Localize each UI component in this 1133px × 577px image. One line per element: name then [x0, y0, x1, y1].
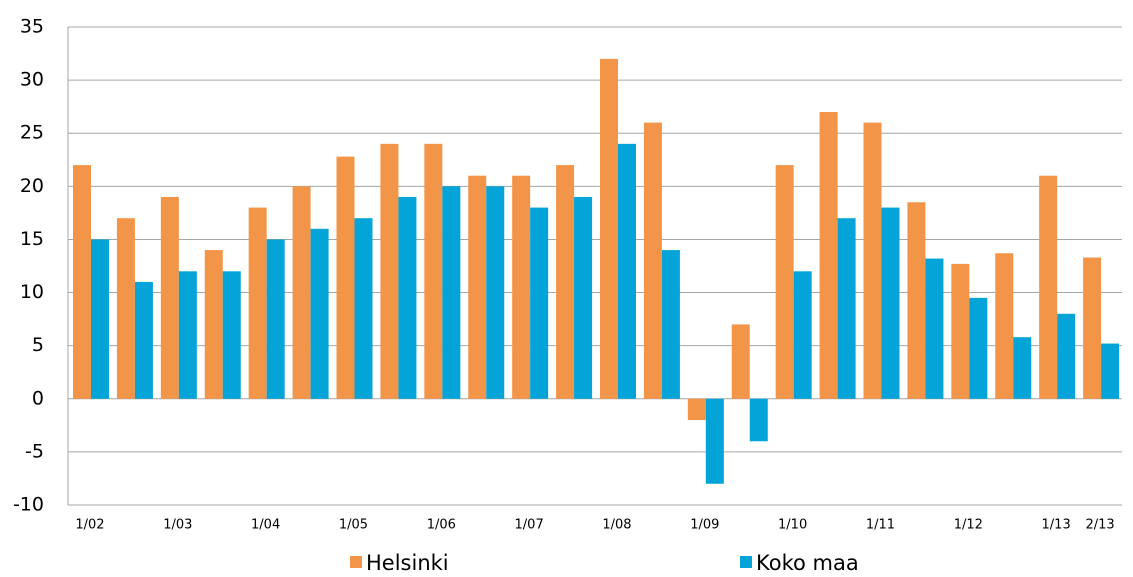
bar: [1039, 175, 1058, 399]
y-tick-label: 10: [20, 281, 44, 303]
y-tick-label: 25: [20, 122, 44, 144]
x-tick-label: 1/02: [75, 518, 104, 533]
bar: [687, 398, 706, 421]
bar: [600, 58, 618, 399]
x-tick-label: 1/03: [163, 518, 192, 533]
bar: [310, 228, 329, 399]
x-tick-label: 1/04: [251, 518, 280, 533]
x-tick-label: 2/13: [1085, 518, 1114, 533]
bar: [266, 239, 285, 399]
bar: [618, 143, 636, 399]
bar: [336, 156, 355, 399]
bar: [951, 263, 970, 399]
bar: [574, 196, 593, 399]
y-tick-label: -10: [13, 494, 44, 516]
bar: [907, 202, 926, 399]
bar: [73, 165, 91, 399]
bar: [556, 165, 575, 399]
bar: [1083, 257, 1102, 399]
x-tick-label: 1/13: [1042, 518, 1071, 533]
bar: [160, 196, 179, 399]
bar: [969, 297, 988, 399]
bar: [292, 186, 311, 399]
bar: [248, 207, 267, 399]
x-tick-label: 1/05: [339, 518, 368, 533]
bar: [222, 271, 241, 399]
x-tick-label: 1/09: [690, 518, 719, 533]
bar: [819, 111, 838, 399]
y-tick-label: 20: [20, 175, 44, 197]
bar: [398, 196, 417, 399]
x-tick-label: 1/12: [954, 518, 983, 533]
bar: [424, 143, 443, 399]
bar: [134, 281, 153, 399]
legend-label: Helsinki: [366, 551, 449, 573]
y-tick-label: 15: [20, 228, 44, 250]
bar: [749, 398, 768, 442]
bar: [925, 258, 944, 399]
y-tick-label: 0: [32, 387, 44, 409]
bar: [380, 143, 399, 399]
x-tick-label: 1/10: [778, 518, 807, 533]
legend-label: Koko maa: [756, 551, 859, 573]
bar: [486, 186, 505, 399]
bar: [643, 122, 662, 399]
bar: [837, 218, 856, 399]
bar: [204, 250, 223, 399]
bar: [1101, 343, 1120, 399]
bar: [731, 324, 750, 399]
x-tick-label: 1/07: [515, 518, 544, 533]
bar: [881, 207, 900, 399]
y-tick-label: 30: [20, 69, 44, 91]
bar: [705, 398, 724, 484]
bar: [91, 239, 109, 399]
legend-swatch: [740, 556, 752, 568]
bar: [442, 186, 461, 399]
y-tick-label: 35: [20, 16, 44, 38]
bar: [178, 271, 197, 399]
legend-swatch: [350, 556, 362, 568]
x-tick-label: 1/11: [866, 518, 895, 533]
bar: [530, 207, 549, 399]
bar: [512, 175, 531, 399]
bar: [116, 218, 135, 399]
bar: [468, 175, 487, 399]
bar: [1057, 313, 1076, 399]
bar: [775, 165, 794, 399]
y-tick-label: -5: [25, 440, 44, 462]
bar: [1013, 337, 1032, 399]
y-tick-label: 5: [32, 334, 44, 356]
bar: [863, 122, 882, 399]
bar: [661, 250, 680, 399]
x-tick-label: 1/06: [427, 518, 456, 533]
bar: [793, 271, 812, 399]
bar: [354, 218, 373, 399]
bar: [995, 253, 1014, 399]
x-tick-label: 1/08: [602, 518, 631, 533]
